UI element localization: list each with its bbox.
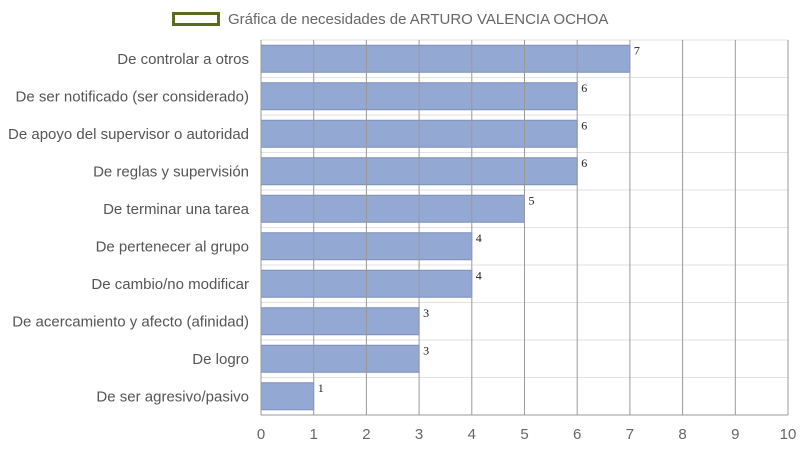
x-tick-label: 9 — [731, 426, 739, 443]
category-label: De terminar una tarea — [103, 201, 250, 218]
category-label: De acercamiento y afecto (afinidad) — [12, 313, 249, 330]
category-label: De ser agresivo/pasivo — [96, 388, 249, 405]
value-label: 1 — [318, 381, 324, 395]
bar[interactable] — [260, 44, 631, 73]
value-label: 6 — [581, 156, 587, 170]
value-label: 5 — [529, 193, 535, 207]
value-label: 7 — [634, 43, 640, 57]
bar[interactable] — [260, 194, 525, 223]
category-label: De reglas y supervisión — [93, 163, 249, 180]
value-label: 6 — [581, 81, 587, 95]
bar[interactable] — [260, 382, 315, 411]
x-tick-label: 5 — [520, 426, 528, 443]
x-tick-label: 6 — [573, 426, 581, 443]
x-tick-label: 2 — [362, 426, 370, 443]
value-label: 4 — [476, 268, 482, 282]
category-label: De ser notificado (ser considerado) — [16, 88, 249, 105]
value-label: 3 — [423, 306, 429, 320]
value-label: 3 — [423, 343, 429, 357]
value-label: 4 — [476, 231, 482, 245]
category-label: De pertenecer al grupo — [96, 238, 249, 255]
category-label: De apoyo del supervisor o autoridad — [8, 126, 249, 143]
bar[interactable] — [260, 344, 420, 373]
x-tick-label: 7 — [626, 426, 634, 443]
x-tick-label: 0 — [257, 426, 265, 443]
legend-label: Gráfica de necesidades de ARTURO VALENCI… — [228, 10, 609, 28]
category-label: De controlar a otros — [117, 51, 249, 68]
value-label: 6 — [581, 118, 587, 132]
category-label: De logro — [192, 351, 249, 368]
x-tick-label: 1 — [310, 426, 318, 443]
bar[interactable] — [260, 307, 420, 336]
legend-swatch — [172, 12, 220, 26]
category-label: De cambio/no modificar — [91, 276, 249, 293]
x-tick-label: 10 — [780, 426, 797, 443]
x-tick-label: 8 — [678, 426, 686, 443]
x-tick-label: 4 — [468, 426, 476, 443]
chart-legend[interactable]: Gráfica de necesidades de ARTURO VALENCI… — [172, 8, 608, 30]
x-tick-label: 3 — [415, 426, 423, 443]
